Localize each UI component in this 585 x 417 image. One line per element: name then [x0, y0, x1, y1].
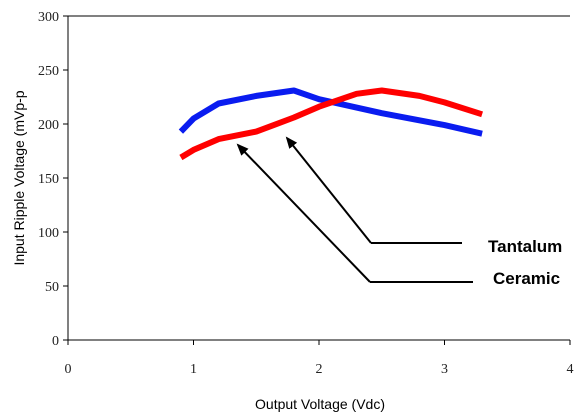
y-ticks: 0 50 100 150 200 250 300 [38, 10, 68, 349]
y-tick-label: 150 [38, 172, 59, 187]
annotation-label-0: Tantalum [488, 237, 562, 256]
series-layer [178, 87, 484, 161]
x-tick-label: 4 [567, 362, 574, 377]
y-tick-label: 300 [38, 10, 59, 25]
series-line-0 [178, 87, 483, 137]
x-tick-label: 3 [441, 362, 448, 377]
annotation-arrow-1 [236, 143, 371, 283]
annotation-arrow-0 [285, 136, 372, 244]
y-tick-label: 50 [45, 280, 59, 295]
y-tick-label: 200 [38, 118, 59, 133]
y-tick-label: 0 [52, 334, 59, 349]
y-tick-label: 100 [38, 226, 59, 241]
series-line-1 [179, 87, 484, 161]
y-tick-label: 250 [38, 64, 59, 79]
x-tick-label: 1 [190, 362, 197, 377]
x-tick-label: 0 [65, 362, 72, 377]
x-tick-label: 2 [316, 362, 323, 377]
x-axis-title: Output Voltage (Vdc) [255, 396, 385, 412]
annotation-label-1: Ceramic [493, 269, 560, 288]
annotations: Tantalum Ceramic [236, 136, 562, 288]
x-ticks: 0 1 2 3 4 [65, 340, 574, 377]
y-axis-title: Input Ripple Voltage (mVp-p [11, 90, 27, 265]
